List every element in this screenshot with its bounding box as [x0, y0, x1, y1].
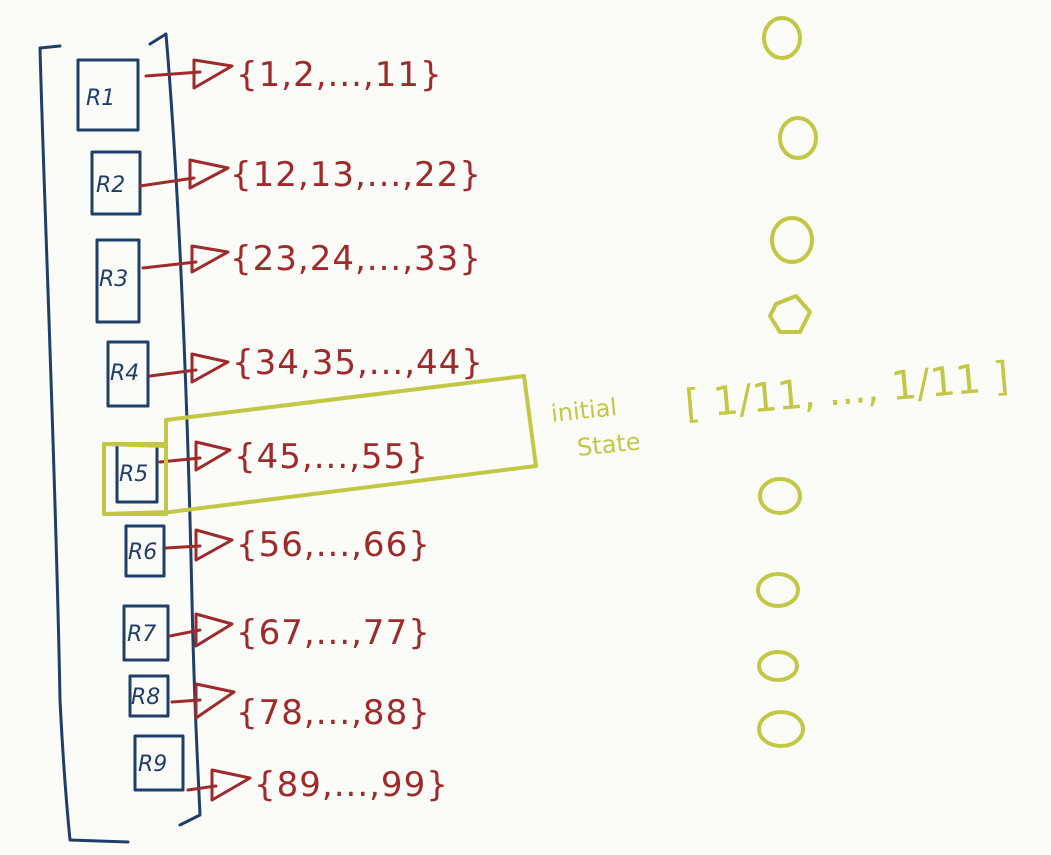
arrow [186, 768, 252, 802]
state-circle [758, 477, 802, 515]
register-label: R4 [110, 361, 139, 386]
register-box [122, 604, 170, 662]
arrow [164, 528, 234, 562]
state-circle [757, 710, 805, 748]
arrow [141, 244, 230, 274]
register-set: {56,...,66} [236, 525, 431, 565]
register-box [90, 150, 142, 216]
state-circle [770, 216, 814, 264]
register-set: {12,13,...,22} [230, 155, 482, 195]
register-label: R2 [96, 173, 125, 198]
state-circle [757, 650, 799, 682]
register-box [124, 524, 166, 578]
state-circle [756, 572, 800, 608]
register-label: R7 [127, 622, 156, 647]
arrow [148, 352, 230, 384]
arrow [144, 58, 234, 90]
arrow [170, 682, 236, 720]
register-set: {89,...,99} [254, 765, 449, 805]
register-label: R3 [99, 267, 128, 292]
register-box [95, 238, 141, 324]
highlight-register-box [102, 442, 168, 516]
initial-state-label-line1: initial [550, 393, 619, 428]
register-set: {78,...,88} [236, 693, 431, 733]
register-set: {45,...,55} [234, 437, 429, 477]
register-label: R6 [128, 540, 157, 565]
outer-bracket-left [38, 44, 130, 844]
register-set: {34,35,...,44} [232, 343, 484, 383]
state-circle [778, 116, 818, 160]
arrow [168, 612, 234, 648]
outer-bracket-right [148, 32, 202, 827]
initial-state-label-line2: State [576, 427, 642, 461]
register-label: R8 [131, 685, 160, 710]
register-box [76, 58, 140, 132]
register-set: {23,24,...,33} [230, 239, 482, 279]
arrow [158, 440, 232, 472]
register-box [106, 340, 150, 408]
register-set: {1,2,...,11} [236, 55, 443, 95]
initial-state-vector: [ 1/11, ..., 1/11 ] [683, 354, 1011, 428]
arrow [138, 158, 230, 190]
register-box [133, 734, 185, 792]
register-label: R5 [119, 462, 148, 487]
register-box [128, 674, 170, 718]
state-circle [768, 294, 812, 334]
state-circle [762, 16, 802, 60]
register-label: R9 [138, 752, 167, 777]
register-label: R1 [86, 86, 115, 111]
register-set: {67,...,77} [236, 613, 431, 653]
